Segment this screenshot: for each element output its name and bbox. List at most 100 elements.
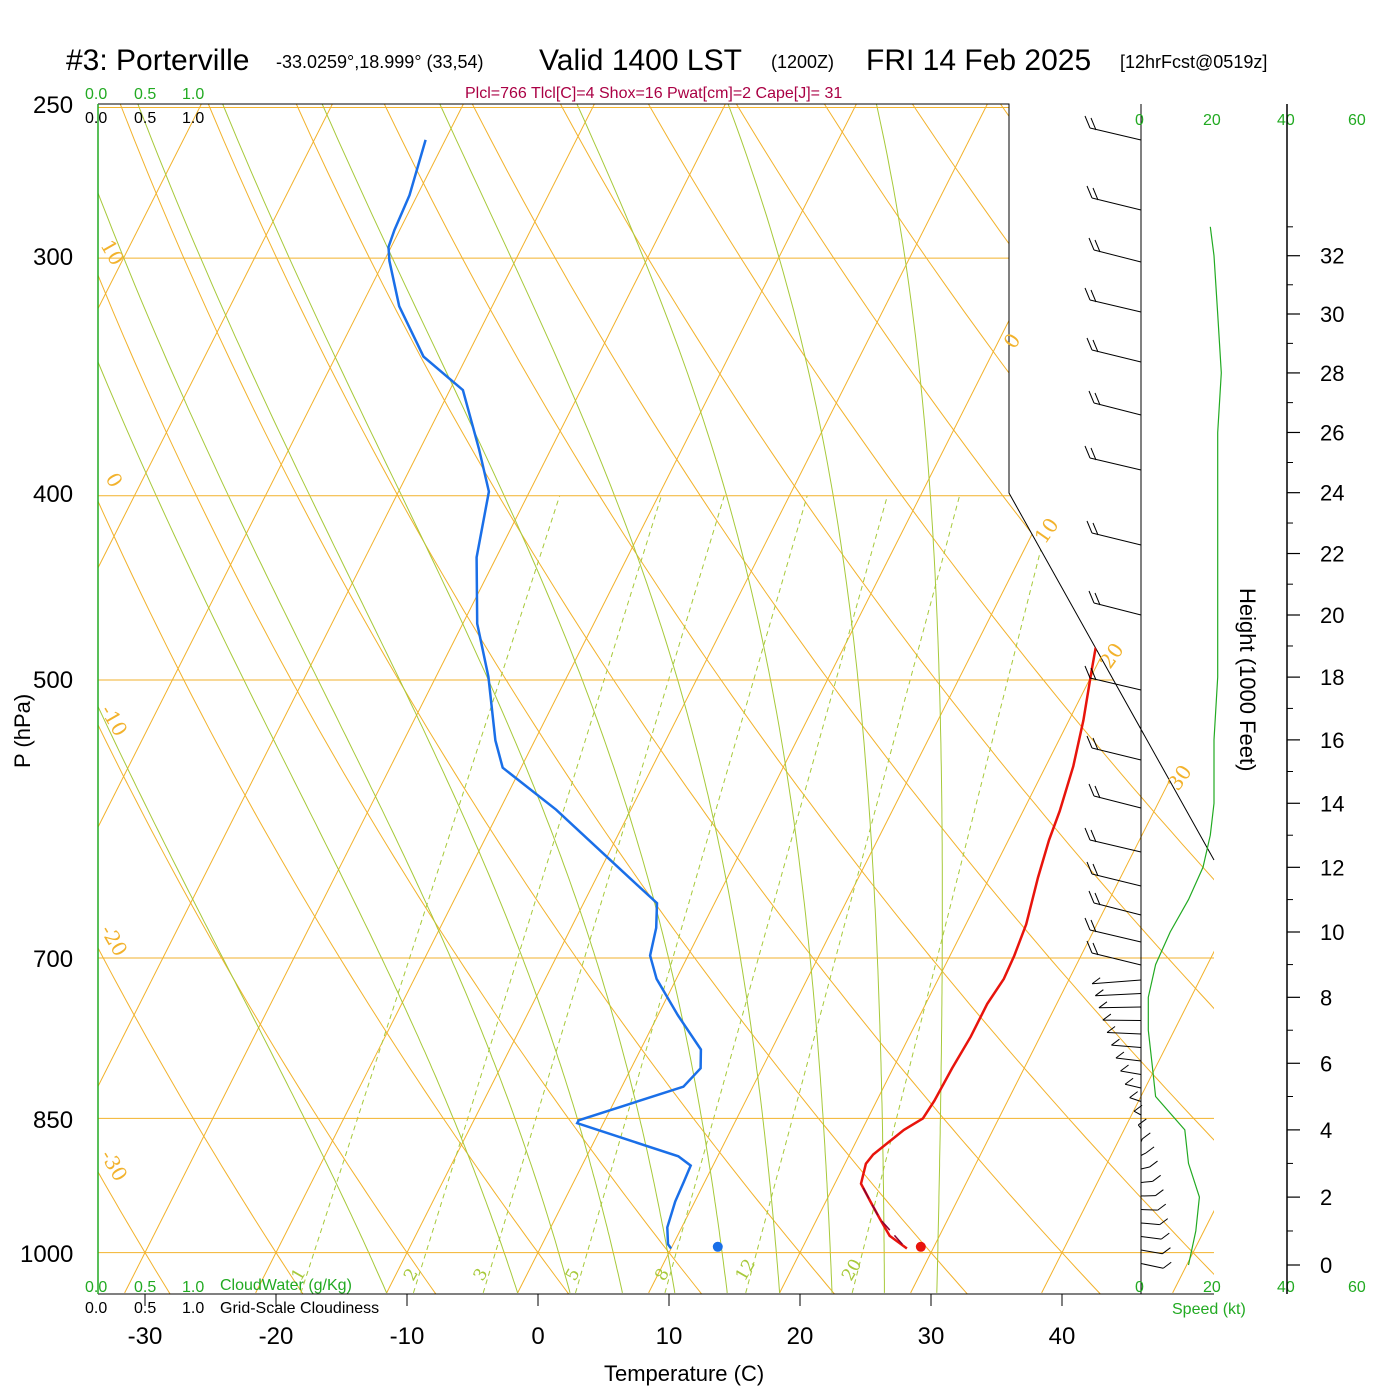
wind-barb-low-flag <box>1159 1218 1169 1226</box>
height-tick-label: 18 <box>1320 665 1344 690</box>
chart-title-forecast: [12hrFcst@0519z] <box>1120 52 1267 72</box>
chart-title-station: #3: Porterville <box>66 44 249 77</box>
dry-adiabat-line <box>98 104 442 1294</box>
isotherm-label: -10 <box>96 701 133 741</box>
wind-barb-low-flag <box>1115 1051 1125 1059</box>
pressure-axis: 250 300 400 500 700 850 1000 P (hPa) <box>10 92 73 1268</box>
isotherm-line <box>255 104 873 1294</box>
wind-barb-flag <box>1088 390 1095 404</box>
height-tick-label: 24 <box>1320 481 1344 506</box>
surface-dewpoint-marker <box>712 1241 723 1252</box>
height-tick-label: 10 <box>1320 920 1344 945</box>
speed-top-40: 40 <box>1277 112 1295 129</box>
wind-barb-low <box>1120 1070 1142 1075</box>
cloudwater-label: CloudWater (g/Kg) <box>220 1277 352 1294</box>
wind-barb-flag <box>1094 592 1101 606</box>
surface-temperature-marker <box>915 1241 926 1252</box>
speed-bottom-60: 60 <box>1348 1279 1366 1296</box>
moist-adiabat-line <box>125 104 623 1294</box>
mixing-ratio-line <box>300 495 561 1294</box>
cloudiness-label: Grid-Scale Cloudiness <box>220 1300 379 1317</box>
wind-barb-low-flag <box>1162 1261 1172 1269</box>
isotherm-line <box>1041 104 1214 1294</box>
cloud-top-black-2: 1.0 <box>182 110 204 127</box>
dry-adiabat-line <box>543 104 1214 1294</box>
wind-barb-low <box>1140 1236 1162 1240</box>
wind-barb-low <box>1111 1044 1142 1048</box>
background-grid <box>98 104 1214 1294</box>
wind-barb-staff <box>1093 249 1142 263</box>
wind-barb-low <box>1115 1057 1142 1062</box>
temperature-axis: -30 -20 -10 0 10 20 30 40 <box>128 1294 1076 1350</box>
cloud-scale-top: 0.0 0.5 1.0 0.0 0.5 1.0 <box>85 86 204 127</box>
speed-bottom-20: 20 <box>1203 1279 1221 1296</box>
wind-panel <box>1084 104 1222 1294</box>
isotherm-line <box>910 104 1214 1294</box>
chart-title-valid: Valid 1400 LST <box>539 44 742 77</box>
dry-adiabat-line <box>717 104 1214 1294</box>
wind-barb-staff <box>1089 839 1142 853</box>
height-tick-label: 20 <box>1320 603 1344 628</box>
wind-barb-staff <box>1091 747 1142 761</box>
wind-barb-flag <box>1090 829 1097 843</box>
cloud-bottom-green-2: 1.0 <box>182 1279 204 1296</box>
dewpoint-profile-line <box>387 139 703 1250</box>
moist-adiabat-line <box>868 104 943 1293</box>
cloud-top-green-0: 0.0 <box>85 86 107 103</box>
dry-adiabat-line <box>369 104 1214 1294</box>
wind-barb-flag <box>1088 783 1095 797</box>
height-tick-label: 32 <box>1320 244 1344 269</box>
cloud-top-black-0: 0.0 <box>85 110 107 127</box>
height-tick-label: 2 <box>1320 1185 1332 1210</box>
wind-barb-low-flag <box>1149 1160 1158 1168</box>
temperature-tick-label: 40 <box>1049 1323 1076 1350</box>
mixing-ratio-label: 12 <box>732 1256 760 1285</box>
mixing-ratio-line <box>745 495 961 1294</box>
isotherm-label: 20 <box>1094 638 1128 673</box>
wind-barb-flag <box>1094 392 1101 406</box>
wind-barb-flag <box>1092 942 1099 956</box>
wind-barb-staff <box>1093 795 1142 809</box>
wind-barb-low <box>1133 1110 1142 1116</box>
moist-adiabat-line <box>98 104 571 1294</box>
moist-adiabat-line <box>308 104 728 1293</box>
speed-bottom-40: 40 <box>1277 1279 1295 1296</box>
wind-barb-low-flag <box>1152 1174 1161 1182</box>
moist-adiabat-line <box>209 104 676 1293</box>
isotherm-label: 10 <box>96 236 130 270</box>
wind-barb-low <box>1140 1138 1143 1143</box>
wind-barb-staff <box>1093 402 1142 416</box>
isotherm-line <box>124 104 742 1294</box>
height-tick-label: 22 <box>1320 542 1344 567</box>
wind-barb-low-flag <box>1098 1001 1108 1009</box>
height-tick-label: 12 <box>1320 855 1344 880</box>
isotherm-label: 10 <box>1029 513 1063 548</box>
isotherm-line <box>98 104 480 1294</box>
wind-barb-staff <box>1093 602 1142 616</box>
pressure-tick-500: 500 <box>33 667 73 694</box>
wind-barb-staff <box>1091 873 1142 887</box>
wind-barb-low-flag <box>1106 1026 1116 1033</box>
wind-barb-flag <box>1084 287 1091 301</box>
wind-barb-flag <box>1092 522 1099 536</box>
moist-adiabat-line <box>562 104 833 1293</box>
wind-barb-flag <box>1086 520 1093 534</box>
dry-adiabat-line <box>630 104 1214 1294</box>
isotherm-line <box>98 104 349 1294</box>
wind-barb-staff <box>1093 902 1142 916</box>
wind-barb-low-flag <box>1162 1247 1171 1255</box>
moist-adiabat-line <box>716 104 885 1293</box>
wind-barb-flag <box>1090 667 1097 681</box>
wind-barb-low <box>1137 1124 1142 1129</box>
wind-barb-staff <box>1089 299 1142 313</box>
height-axis-title: Height (1000 Feet) <box>1235 588 1260 771</box>
wind-barb-low-flag <box>1157 1203 1167 1211</box>
mixing-ratio-labels: 1 2 3 5 8 12 20 <box>288 1256 867 1285</box>
temperature-tick-label: 30 <box>918 1323 945 1350</box>
speed-top-60: 60 <box>1348 112 1366 129</box>
chart-title-utc: (1200Z) <box>771 52 834 72</box>
speed-axis-title: Speed (kt) <box>1172 1301 1246 1318</box>
wind-barb-low <box>1140 1209 1158 1211</box>
